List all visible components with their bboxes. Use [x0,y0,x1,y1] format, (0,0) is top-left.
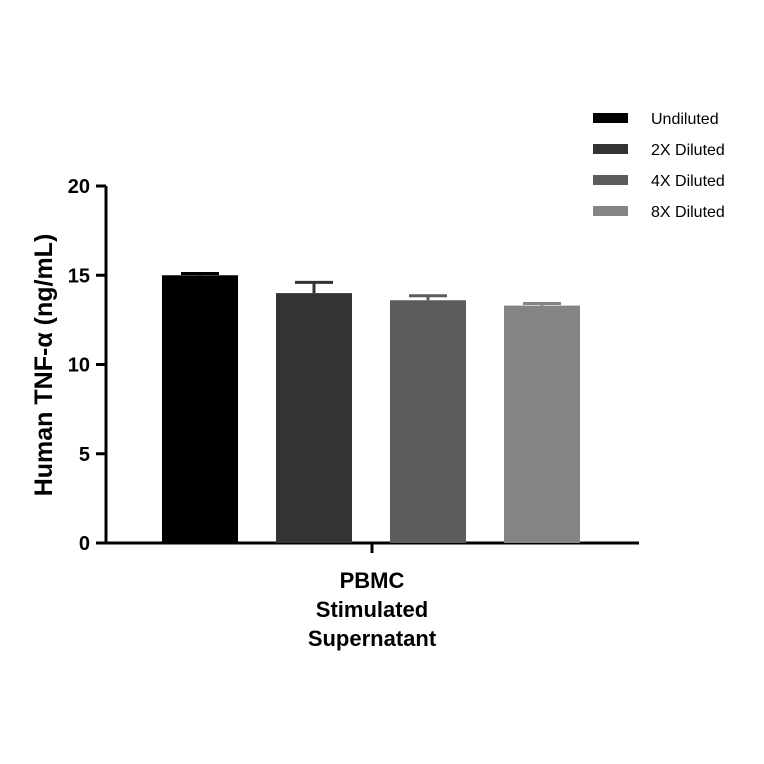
y-tick-label: 0 [79,533,90,555]
y-tick-label: 10 [68,355,90,377]
legend-swatch [593,175,628,185]
bar [390,300,466,543]
bar [504,305,580,543]
y-axis-label: Human TNF-α (ng/mL) [30,234,58,497]
bar [276,293,352,543]
bars [162,271,580,543]
legend-label: 2X Diluted [651,142,725,159]
category-label-line-1: PBMC [340,568,405,593]
category-label-line-3: Supernatant [308,626,437,651]
y-tick-label: 20 [68,176,90,198]
y-tick-label: 5 [79,444,90,466]
y-tick-label: 15 [68,265,90,287]
y-ticks: 0 5 10 15 20 [68,176,374,555]
legend-label: Undiluted [651,111,719,128]
legend-swatch [593,113,628,123]
legend-swatch [593,144,628,154]
legend: Undiluted 2X Diluted 4X Diluted 8X Diluted [593,111,725,221]
category-label-line-2: Stimulated [316,597,428,622]
bar [162,275,238,543]
legend-swatch [593,206,628,216]
legend-label: 4X Diluted [651,173,725,190]
legend-label: 8X Diluted [651,204,725,221]
